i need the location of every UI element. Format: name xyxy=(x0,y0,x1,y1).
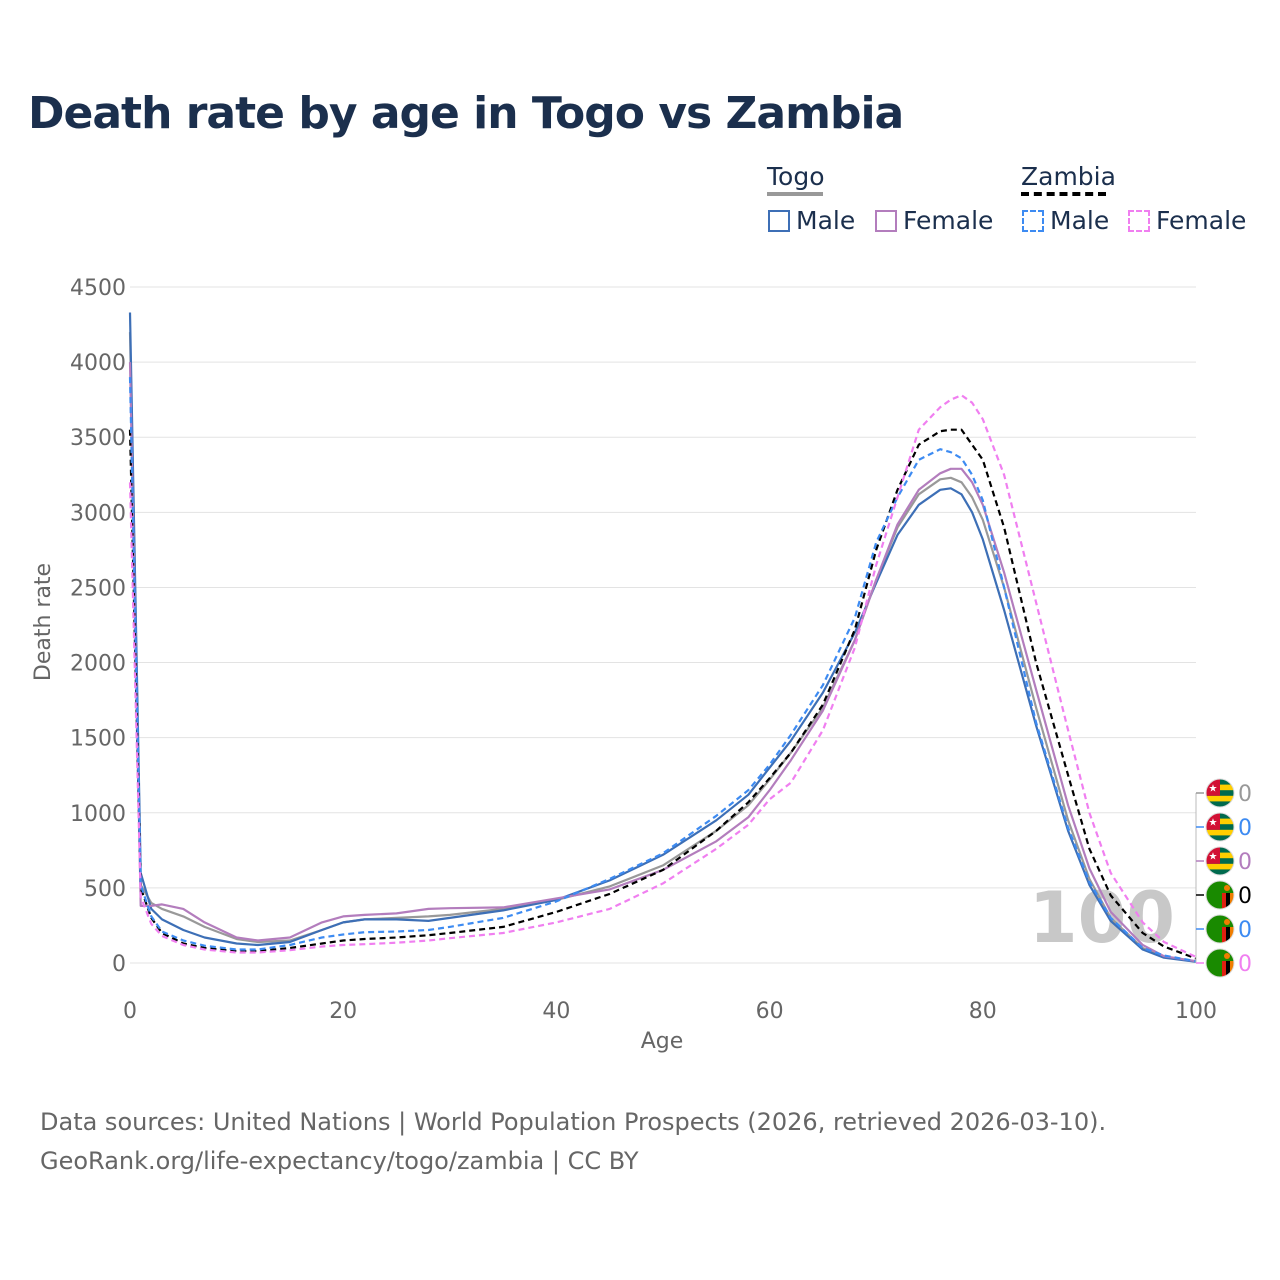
togo-flag-icon: ★ xyxy=(1205,812,1235,842)
y-tick-label: 4000 xyxy=(70,351,126,376)
legend-group-togo-underline xyxy=(767,192,823,196)
y-tick-label: 3000 xyxy=(70,501,126,526)
togo-flag-icon: ★ xyxy=(1205,846,1235,876)
togo-flag-icon: ★ xyxy=(1205,778,1235,808)
x-tick-label: 40 xyxy=(542,999,570,1024)
end-label-value: 0 xyxy=(1238,918,1252,943)
end-label-togo: ★ 0 xyxy=(1196,846,1252,876)
legend-label-togo-male: Male xyxy=(796,206,856,235)
y-axis-ticks: 0 500 1000 1500 2000 2500 3000 3500 4000 4500 xyxy=(70,276,126,977)
x-tick-label: 20 xyxy=(329,999,357,1024)
zambia-flag-icon xyxy=(1205,914,1235,944)
end-label-value: 0 xyxy=(1238,782,1252,807)
series-line-togo-both[interactable] xyxy=(128,332,1197,963)
svg-text:★: ★ xyxy=(1209,817,1218,828)
end-label-togo: ★ 0 xyxy=(1196,812,1252,842)
end-label-zambia: 0 xyxy=(1196,948,1252,978)
legend-label-zambia-male: Male xyxy=(1050,206,1110,235)
source-line-2[interactable]: GeoRank.org/life-expectancy/togo/zambia … xyxy=(40,1147,639,1175)
legend-item-togo-female[interactable]: Female xyxy=(875,206,993,235)
legend-group-togo-title: Togo xyxy=(767,162,825,191)
x-axis-label: Age xyxy=(641,1029,684,1054)
y-tick-label: 3500 xyxy=(70,426,126,451)
y-tick-label: 2500 xyxy=(70,576,126,601)
end-label-value: 0 xyxy=(1238,816,1252,841)
legend-group-zambia-underline xyxy=(1021,192,1106,196)
legend-item-zambia-male[interactable]: Male xyxy=(1022,206,1109,235)
end-label-togo: ★ 0 xyxy=(1196,778,1252,808)
legend-swatch-togo-male xyxy=(768,209,790,232)
y-tick-label: 2000 xyxy=(70,652,126,677)
end-label-zambia: 0 xyxy=(1196,880,1252,910)
svg-text:★: ★ xyxy=(1209,783,1218,794)
chart-title: Death rate by age in Togo vs Zambia xyxy=(28,88,904,139)
end-label-value: 0 xyxy=(1238,850,1252,875)
zambia-flag-icon xyxy=(1205,880,1235,910)
x-tick-label: 80 xyxy=(969,999,997,1024)
x-tick-label: 0 xyxy=(123,999,137,1024)
legend-item-togo-male[interactable]: Male xyxy=(768,206,855,235)
series-line-zambia-male[interactable] xyxy=(128,377,1197,963)
y-tick-label: 1000 xyxy=(70,802,126,827)
legend-swatch-zambia-female xyxy=(1128,209,1150,232)
source-link[interactable]: GeoRank.org/life-expectancy/togo/zambia … xyxy=(40,1147,639,1175)
x-tick-label: 100 xyxy=(1175,999,1217,1024)
series-lines xyxy=(128,312,1197,963)
legend-label-zambia-female: Female xyxy=(1156,206,1247,235)
y-tick-label: 4500 xyxy=(70,276,126,301)
source-line-1: Data sources: United Nations | World Pop… xyxy=(40,1108,1107,1136)
grid xyxy=(130,286,1196,964)
legend-group-zambia-title: Zambia xyxy=(1021,162,1116,191)
end-label-value: 0 xyxy=(1238,884,1252,909)
end-label-zambia: 0 xyxy=(1196,914,1252,944)
y-tick-label: 1500 xyxy=(70,727,126,752)
svg-text:★: ★ xyxy=(1209,851,1218,862)
x-tick-label: 60 xyxy=(756,999,784,1024)
legend-swatch-togo-female xyxy=(875,209,897,232)
year-watermark: 100 xyxy=(1029,877,1175,959)
y-tick-label: 0 xyxy=(112,952,126,977)
y-axis-label: Death rate xyxy=(31,563,56,681)
series-line-togo-male[interactable] xyxy=(128,312,1197,963)
y-tick-label: 500 xyxy=(84,877,126,902)
series-line-zambia-both[interactable] xyxy=(128,428,1197,960)
legend-label-togo-female: Female xyxy=(903,206,994,235)
legend-item-zambia-female[interactable]: Female xyxy=(1128,206,1246,235)
end-label-value: 0 xyxy=(1238,952,1252,977)
series-line-zambia-female[interactable] xyxy=(128,394,1197,958)
series-line-togo-female[interactable] xyxy=(128,362,1197,963)
legend-swatch-zambia-male xyxy=(1022,209,1044,232)
x-axis-ticks: 0 20 40 60 80 100 xyxy=(123,999,1217,1024)
zambia-flag-icon xyxy=(1205,948,1235,978)
